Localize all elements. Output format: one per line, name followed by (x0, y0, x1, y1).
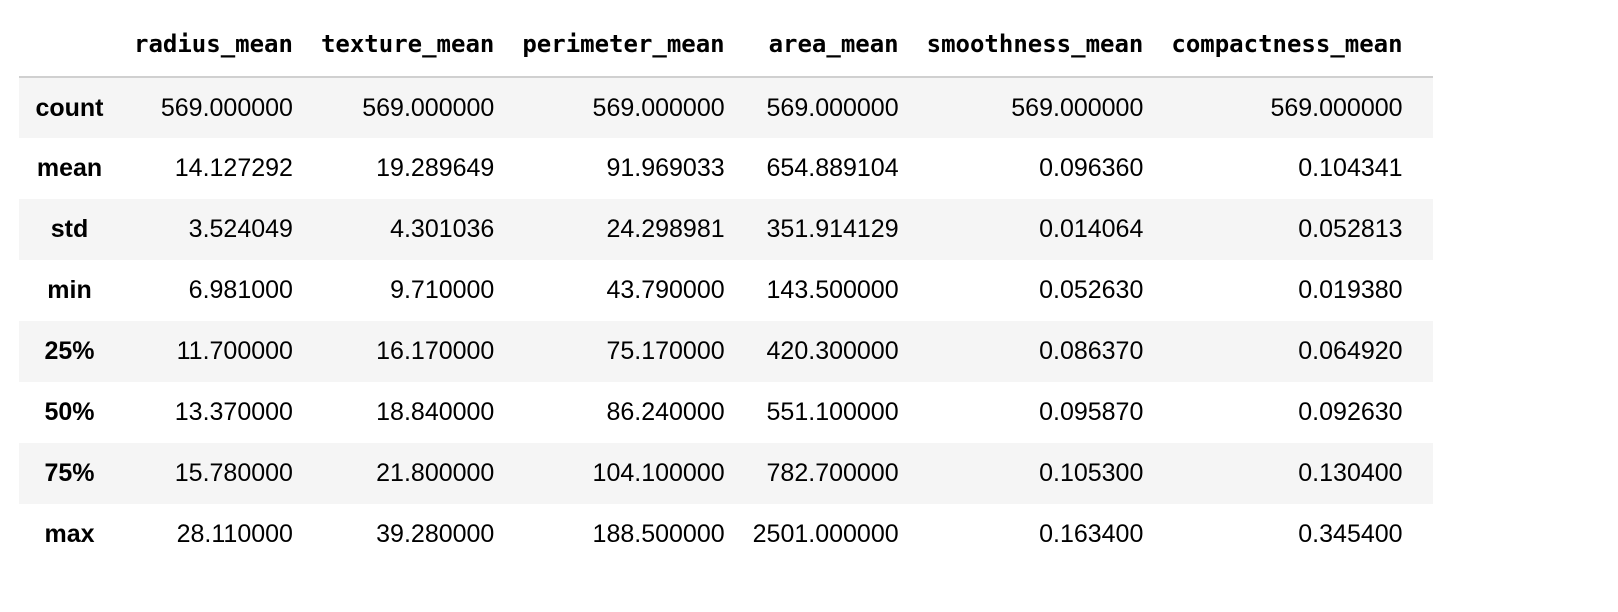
table-cell: 569.000000 (362, 93, 495, 122)
table-cell: 28.110000 (176, 520, 293, 548)
table-header: radius_mean texture_mean perimeter_mean … (19, 12, 1433, 78)
table-row: min 6.981000 9.710000 43.790000 143.5000… (19, 260, 1433, 321)
table-cell: 569.000000 (160, 93, 293, 122)
row-label: 25% (44, 337, 95, 365)
table-cell: 143.500000 (766, 276, 899, 304)
table-cell: 0.064920 (1298, 337, 1403, 365)
row-label: std (50, 215, 89, 243)
table-cell: 75.170000 (606, 337, 725, 365)
table-cell: 351.914129 (766, 215, 899, 243)
row-label: 75% (44, 459, 95, 487)
column-header: radius_mean (120, 12, 307, 78)
table-cell: 569.000000 (592, 93, 725, 122)
table-cell: 0.095870 (1039, 398, 1144, 426)
table-cell: 43.790000 (606, 276, 725, 304)
table-row: count 569.000000 569.000000 569.000000 5… (19, 77, 1433, 138)
table-cell: 0.019380 (1298, 276, 1403, 304)
table-cell: 569.000000 (1270, 93, 1403, 122)
column-header: texture_mean (306, 12, 509, 78)
table-body: count 569.000000 569.000000 569.000000 5… (19, 77, 1433, 565)
table-cell: 14.127292 (174, 154, 293, 182)
column-header: smoothness_mean (912, 12, 1158, 78)
table-cell: 91.969033 (606, 154, 725, 182)
table-cell: 2501.000000 (752, 520, 899, 548)
table-cell: 4.301036 (390, 215, 495, 243)
table-cell: 86.240000 (606, 398, 725, 426)
column-header: perimeter_mean (508, 12, 739, 78)
describe-table: radius_mean texture_mean perimeter_mean … (19, 12, 1433, 565)
table-row: max 28.110000 39.280000 188.500000 2501.… (19, 504, 1433, 565)
row-label: min (47, 276, 92, 304)
table-cell: 569.000000 (1011, 93, 1144, 122)
table-cell: 21.800000 (376, 459, 495, 487)
row-label: max (44, 520, 95, 548)
table-cell: 104.100000 (592, 459, 725, 487)
table-cell: 39.280000 (376, 520, 495, 548)
table-cell: 782.700000 (766, 459, 899, 487)
table-cell: 24.298981 (606, 215, 725, 243)
column-header: compactness_mean (1157, 12, 1433, 78)
table-cell: 0.104341 (1298, 154, 1403, 182)
table-cell: 3.524049 (188, 215, 293, 243)
table-cell: 0.345400 (1298, 520, 1403, 548)
column-header: area_mean (738, 12, 913, 78)
table-row: 50% 13.370000 18.840000 86.240000 551.10… (19, 382, 1433, 443)
table-cell: 11.700000 (176, 337, 293, 365)
table-cell: 0.163400 (1039, 520, 1144, 548)
row-label: count (35, 93, 104, 122)
table-cell: 0.052813 (1298, 215, 1403, 243)
table-cell: 13.370000 (174, 398, 293, 426)
table-cell: 188.500000 (592, 520, 725, 548)
table-cell: 420.300000 (766, 337, 899, 365)
table-cell: 0.052630 (1039, 276, 1144, 304)
table-cell: 6.981000 (188, 276, 293, 304)
table-row: std 3.524049 4.301036 24.298981 351.9141… (19, 199, 1433, 260)
table-cell: 19.289649 (376, 154, 495, 182)
table-cell: 18.840000 (376, 398, 495, 426)
header-row: radius_mean texture_mean perimeter_mean … (19, 12, 1433, 78)
table-row: 75% 15.780000 21.800000 104.100000 782.7… (19, 443, 1433, 504)
corner-cell (19, 12, 120, 78)
table-cell: 569.000000 (766, 93, 899, 122)
table-cell: 0.086370 (1039, 337, 1144, 365)
table-cell: 16.170000 (376, 337, 495, 365)
table-cell: 0.014064 (1039, 215, 1144, 243)
table-cell: 551.100000 (766, 398, 899, 426)
row-label: 50% (44, 398, 95, 426)
table-cell: 15.780000 (174, 459, 293, 487)
table-cell: 654.889104 (766, 154, 899, 182)
table-row: 25% 11.700000 16.170000 75.170000 420.30… (19, 321, 1433, 382)
table-cell: 0.130400 (1298, 459, 1403, 487)
table-row: mean 14.127292 19.289649 91.969033 654.8… (19, 138, 1433, 199)
table-cell: 0.092630 (1298, 398, 1403, 426)
table-cell: 0.096360 (1039, 154, 1144, 182)
table-cell: 0.105300 (1039, 459, 1144, 487)
table-cell: 9.710000 (390, 276, 495, 304)
row-label: mean (36, 154, 103, 182)
